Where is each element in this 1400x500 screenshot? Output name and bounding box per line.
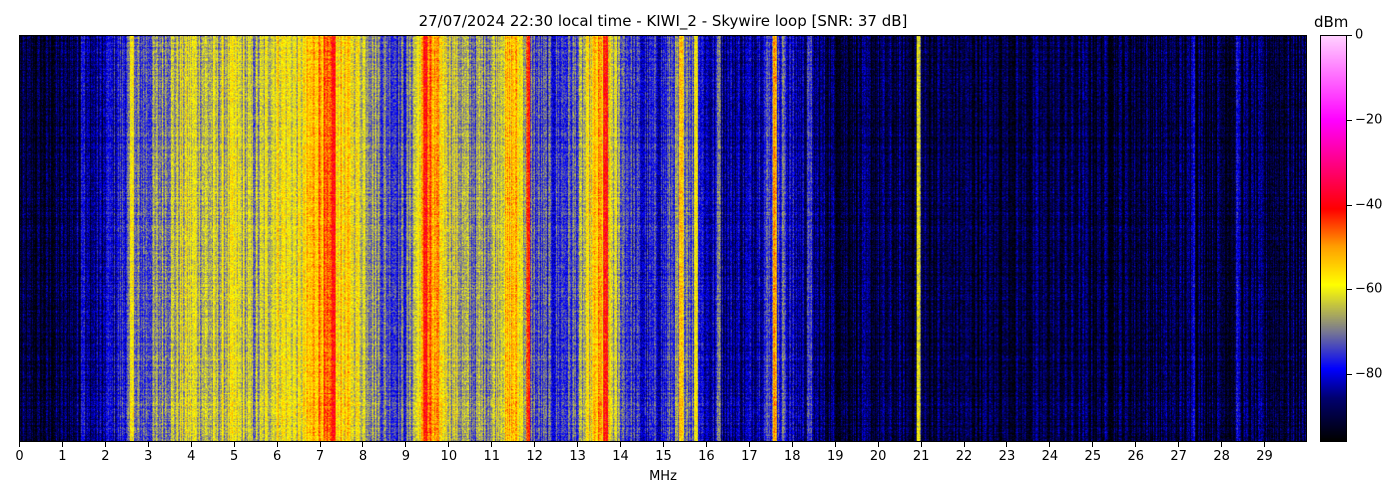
x-tick-mark [705, 442, 707, 447]
x-tick-label: 29 [1256, 449, 1273, 464]
x-tick-mark [1135, 442, 1137, 447]
x-tick-mark [963, 442, 965, 447]
x-tick-label: 17 [741, 449, 758, 464]
colorbar-gradient [1321, 36, 1346, 441]
x-tick-label: 14 [612, 449, 629, 464]
x-tick-mark [1221, 442, 1223, 447]
colorbar-tick-label: −80 [1355, 366, 1383, 382]
x-tick-label: 2 [101, 449, 110, 464]
colorbar-tick-mark [1347, 204, 1352, 206]
colorbar-tick-label: 0 [1355, 27, 1364, 43]
waterfall-heatmap [20, 36, 1306, 441]
x-tick-label: 19 [826, 449, 844, 464]
x-tick-mark [448, 442, 450, 447]
x-tick-mark [319, 442, 321, 447]
x-tick-label: 12 [526, 449, 543, 464]
x-tick-label: 20 [869, 449, 887, 464]
x-tick-mark [491, 442, 493, 447]
x-tick-label: 6 [272, 449, 282, 464]
x-tick-mark [19, 442, 20, 447]
x-tick-label: 10 [440, 449, 458, 464]
x-tick-mark [663, 442, 664, 447]
x-tick-label: 0 [15, 449, 24, 464]
colorbar [1320, 35, 1347, 442]
x-tick-mark [61, 442, 63, 447]
x-axis-label: MHz [649, 469, 677, 484]
x-tick-mark [1092, 442, 1094, 447]
x-tick-label: 15 [655, 449, 672, 464]
x-tick-mark [190, 442, 192, 447]
waterfall-plot [19, 35, 1307, 442]
chart-title: 27/07/2024 22:30 local time - KIWI_2 - S… [418, 12, 908, 30]
colorbar-tick-mark [1347, 35, 1352, 36]
colorbar-tick-mark [1347, 289, 1352, 291]
x-tick-label: 26 [1127, 449, 1145, 464]
x-tick-label: 1 [58, 449, 67, 464]
x-tick-mark [147, 442, 149, 447]
x-tick-label: 7 [315, 449, 325, 464]
x-tick-label: 16 [698, 449, 715, 464]
colorbar-tick-mark [1347, 374, 1352, 376]
colorbar-tick-mark [1347, 119, 1352, 121]
x-tick-label: 4 [187, 449, 196, 464]
x-tick-label: 13 [569, 449, 586, 464]
x-tick-mark [920, 442, 922, 447]
colorbar-tick-label: −20 [1355, 112, 1383, 128]
x-tick-label: 23 [998, 449, 1016, 464]
x-tick-label: 18 [784, 449, 801, 464]
x-tick-mark [1049, 442, 1051, 447]
x-tick-mark [276, 442, 278, 447]
x-tick-label: 3 [144, 449, 153, 464]
x-tick-mark [405, 442, 407, 447]
x-tick-mark [534, 442, 536, 447]
x-tick-mark [104, 442, 106, 447]
x-tick-label: 22 [955, 449, 973, 464]
x-tick-label: 5 [230, 449, 239, 464]
x-tick-mark [362, 442, 364, 447]
x-tick-mark [877, 442, 879, 447]
x-tick-label: 25 [1084, 449, 1102, 464]
x-tick-mark [1264, 442, 1266, 447]
x-tick-mark [1178, 442, 1180, 447]
x-tick-label: 8 [358, 449, 368, 464]
x-tick-mark [791, 442, 793, 447]
x-tick-mark [1006, 442, 1008, 447]
x-tick-label: 24 [1041, 449, 1059, 464]
x-tick-label: 28 [1213, 449, 1230, 464]
x-tick-mark [834, 442, 836, 447]
x-tick-mark [620, 442, 622, 447]
x-tick-label: 9 [401, 449, 411, 464]
x-tick-label: 27 [1170, 449, 1187, 464]
x-tick-mark [577, 442, 579, 447]
colorbar-tick-label: −40 [1355, 197, 1383, 213]
x-tick-mark [233, 442, 235, 447]
x-tick-mark [748, 442, 750, 447]
colorbar-label: dBm [1314, 13, 1349, 31]
colorbar-tick-label: −60 [1355, 281, 1383, 297]
x-tick-label: 11 [483, 449, 501, 464]
x-tick-label: 21 [912, 449, 930, 464]
